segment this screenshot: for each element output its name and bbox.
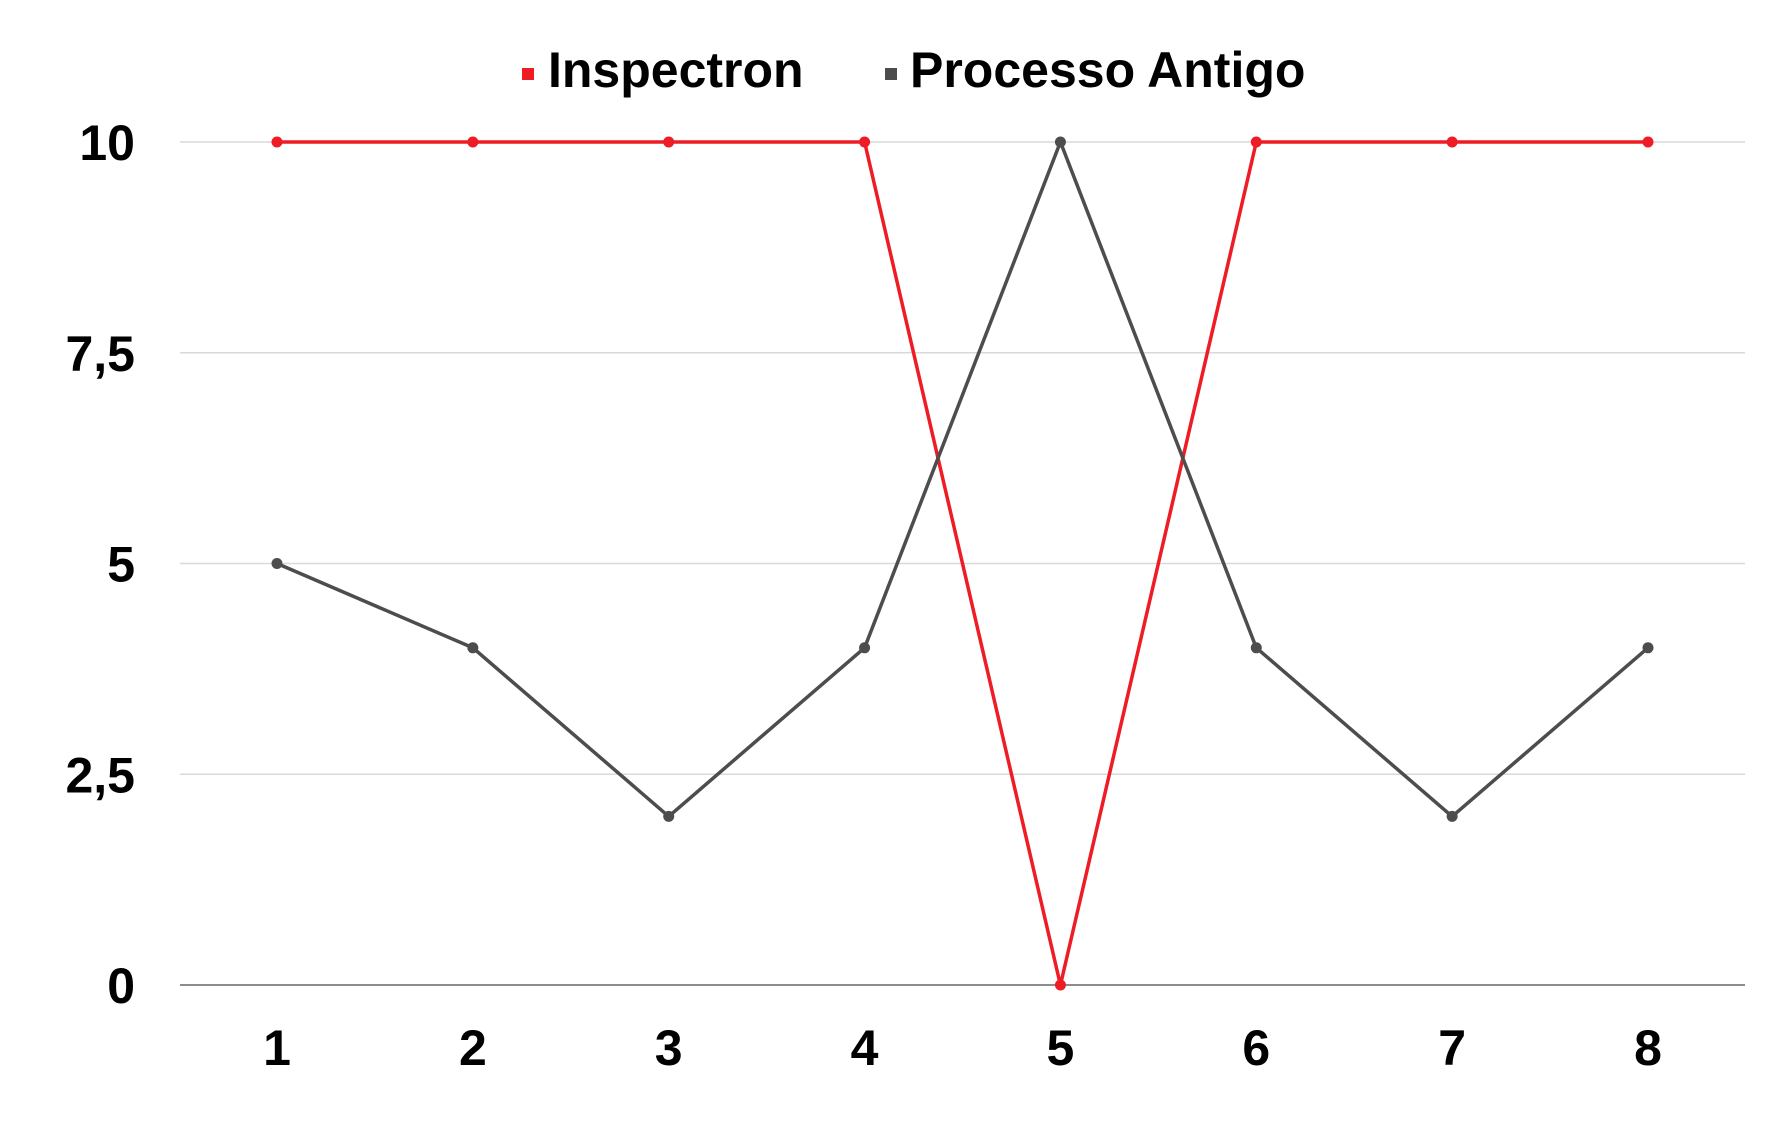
series-layer [271,136,1654,991]
data-point [1446,136,1458,148]
y-tick-label: 2,5 [65,747,135,803]
data-point [1250,136,1262,148]
legend-label: Processo Antigo [910,42,1305,98]
series-processo-antigo [271,136,1654,822]
series-line [277,140,1648,986]
data-point [663,136,675,148]
data-point [467,136,479,148]
data-point [859,642,871,654]
x-tick-label: 7 [1438,1020,1466,1076]
y-tick-label: 5 [107,537,135,593]
x-tick-label: 6 [1242,1020,1270,1076]
axis-layer: 0 2,5 5 7,5 10 1 2 3 4 5 6 7 8 [65,115,1745,1076]
y-tick-label: 7,5 [65,326,135,382]
x-tick-label: 1 [263,1020,291,1076]
data-point [1642,136,1654,148]
data-point [1054,136,1066,148]
x-tick-label: 8 [1634,1020,1662,1076]
data-point [467,642,479,654]
y-tick-label: 10 [79,115,135,171]
grid-layer [180,141,1745,775]
x-tick-label: 3 [655,1020,683,1076]
data-point [1054,979,1066,991]
x-tick-label: 2 [459,1020,487,1076]
y-tick-label: 0 [107,958,135,1014]
data-point [663,810,675,822]
data-point [859,136,871,148]
x-tick-label: 4 [851,1020,879,1076]
legend: Inspectron Processo Antigo [522,42,1305,98]
legend-swatch [885,68,897,80]
legend-swatch [522,68,534,80]
data-point [271,136,283,148]
data-point [1642,642,1654,654]
data-point [1250,642,1262,654]
data-point [271,558,283,569]
x-tick-label: 5 [1047,1020,1075,1076]
series-inspectron [271,136,1654,991]
legend-label: Inspectron [548,42,804,98]
series-line [276,137,1650,819]
data-point [1446,810,1458,822]
